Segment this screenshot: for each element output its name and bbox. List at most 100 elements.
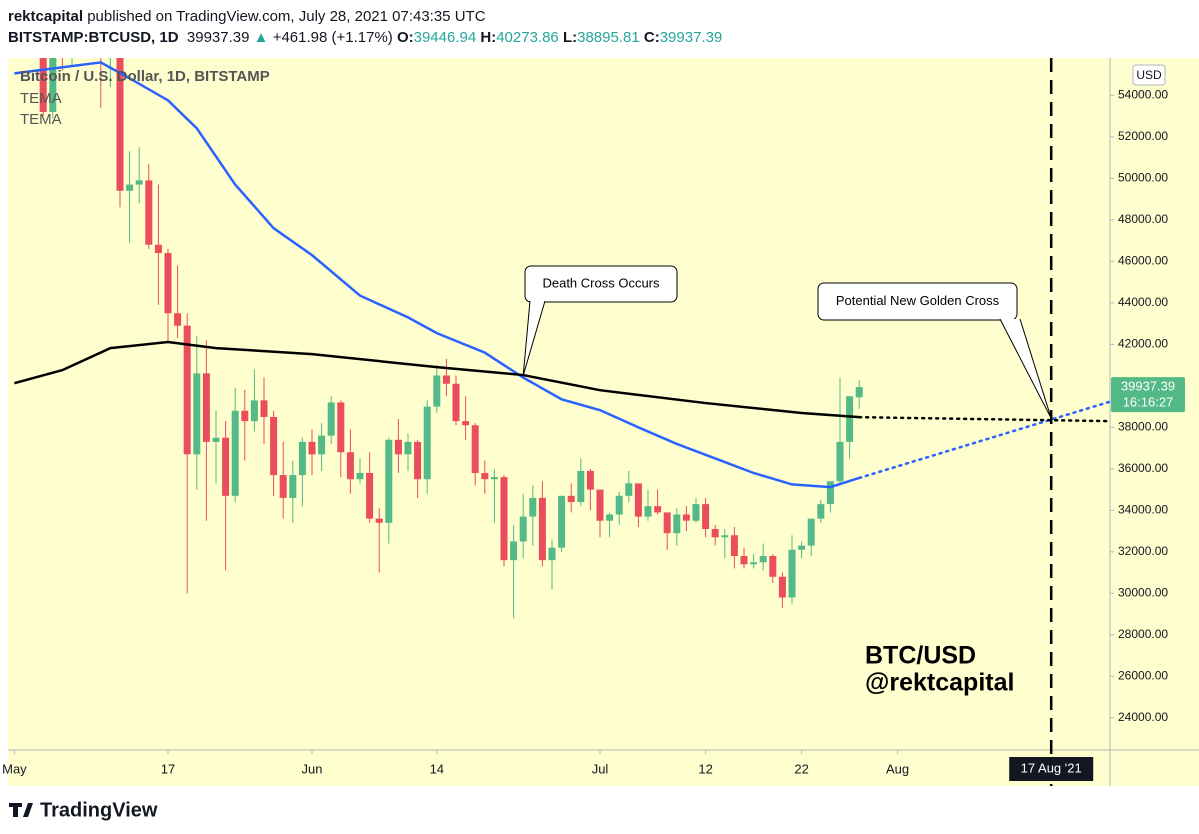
legend-entry: TEMA: [20, 90, 62, 107]
candle-body: [279, 475, 287, 498]
y-tick-label: 32000.00: [1118, 544, 1168, 558]
candle-body: [769, 555, 777, 577]
indicator-line: [14, 340, 860, 419]
candle-body: [462, 421, 470, 426]
candle-body: [260, 400, 268, 417]
x-tick-label: 12: [698, 761, 712, 776]
candle-body: [452, 383, 460, 422]
candle-body: [615, 495, 623, 515]
watermark: @rektcapital: [865, 669, 1014, 697]
candle-body: [154, 244, 162, 254]
y-tick-label: 26000.00: [1118, 669, 1168, 683]
candle-body: [202, 373, 210, 442]
candle-body: [49, 58, 57, 112]
candle-body: [318, 435, 326, 455]
candle-body: [750, 562, 758, 565]
candle-body: [88, 0, 95, 8]
candle-body: [654, 506, 662, 513]
chart-title: Bitcoin / U.S. Dollar, 1D, BITSTAMP: [20, 68, 270, 85]
candle-body: [107, 39, 114, 58]
open: 39446.94: [413, 29, 477, 46]
close: 39937.39: [659, 29, 723, 46]
callout-box: [817, 282, 1018, 321]
header-line-2: BITSTAMP:BTCUSD, 1D 39937.39 ▲ +461.98 (…: [8, 27, 722, 48]
projection-line: [857, 400, 1110, 480]
candle-body: [59, 25, 66, 46]
candle-body: [270, 416, 278, 476]
c-label: C:: [643, 29, 660, 46]
candle-body: [855, 387, 863, 398]
candle-body: [11, 17, 18, 19]
candle-body: [692, 504, 700, 521]
x-tick-label: 17: [161, 761, 175, 776]
candle-body: [423, 406, 431, 480]
candle-body: [490, 477, 498, 480]
candle-body: [471, 425, 479, 473]
y-tick-label: 34000.00: [1118, 503, 1168, 517]
candle-body: [740, 555, 748, 565]
candle-body: [711, 529, 719, 538]
candle-body: [39, 58, 47, 112]
candle-body: [826, 481, 834, 505]
o-label: O:: [396, 29, 414, 46]
candle-body: [385, 439, 393, 523]
watermark: BTC/USD: [865, 642, 976, 670]
header: rektcapital published on TradingView.com…: [8, 6, 722, 48]
candle-body: [116, 58, 124, 191]
candle-body: [433, 375, 441, 407]
y-tick-label: 38000.00: [1118, 420, 1168, 434]
l-label: L:: [562, 29, 578, 46]
candle-body: [414, 441, 422, 480]
x-tick-label: 22: [794, 761, 808, 776]
candle-body: [558, 495, 566, 548]
symbol: BITSTAMP:BTCUSD, 1D: [8, 29, 179, 46]
date-marker-label: 17 Aug '21: [1021, 760, 1082, 775]
x-tick-label: Jun: [302, 761, 323, 776]
x-tick-label: May: [2, 761, 27, 776]
indicator-line: [14, 61, 860, 489]
h-label: H:: [480, 29, 497, 46]
candle-body: [577, 470, 585, 503]
candle-body: [606, 514, 614, 521]
candle-body: [663, 512, 671, 534]
high: 40273.86: [496, 29, 559, 46]
published: published on TradingView.com, July 28, 2…: [87, 8, 486, 25]
candle-body: [481, 472, 489, 480]
callout-pointer: [522, 300, 546, 376]
y-tick-label: 28000.00: [1118, 627, 1168, 641]
projection-line: [857, 415, 1110, 423]
y-tick-label: 42000.00: [1118, 337, 1168, 351]
candle-body: [174, 313, 182, 326]
candle-body: [30, 29, 37, 41]
candle-body: [145, 180, 153, 245]
candle-body: [193, 373, 201, 455]
author: rektcapital: [8, 8, 84, 25]
countdown: 16:16:27: [1123, 395, 1174, 410]
candle-body: [682, 514, 690, 521]
candle-body: [817, 504, 825, 519]
candle-body: [644, 506, 652, 517]
candle-body: [126, 184, 134, 191]
candle-body: [308, 441, 316, 455]
candle-body: [298, 441, 306, 476]
time-axis-background: [8, 750, 1110, 786]
candle-body: [241, 410, 249, 422]
price-label-box: [1111, 377, 1185, 413]
y-tick-label: 24000.00: [1118, 710, 1168, 724]
candle-body: [212, 437, 220, 442]
candle-body: [798, 545, 806, 550]
candle-body: [21, 17, 28, 42]
candle-body: [289, 475, 297, 498]
callout-text: Potential New Golden Cross: [836, 293, 1000, 308]
y-tick-label: 54000.00: [1118, 88, 1168, 102]
candle-body: [846, 396, 854, 442]
y-tick-label: 30000.00: [1118, 586, 1168, 600]
x-tick-label: Jul: [592, 761, 609, 776]
candle-body: [346, 452, 354, 480]
candle-body: [442, 375, 450, 384]
price-label: 39937.39: [1121, 379, 1175, 394]
candle-body: [807, 518, 815, 546]
candle-body: [97, 58, 105, 59]
candle-body: [404, 441, 412, 455]
